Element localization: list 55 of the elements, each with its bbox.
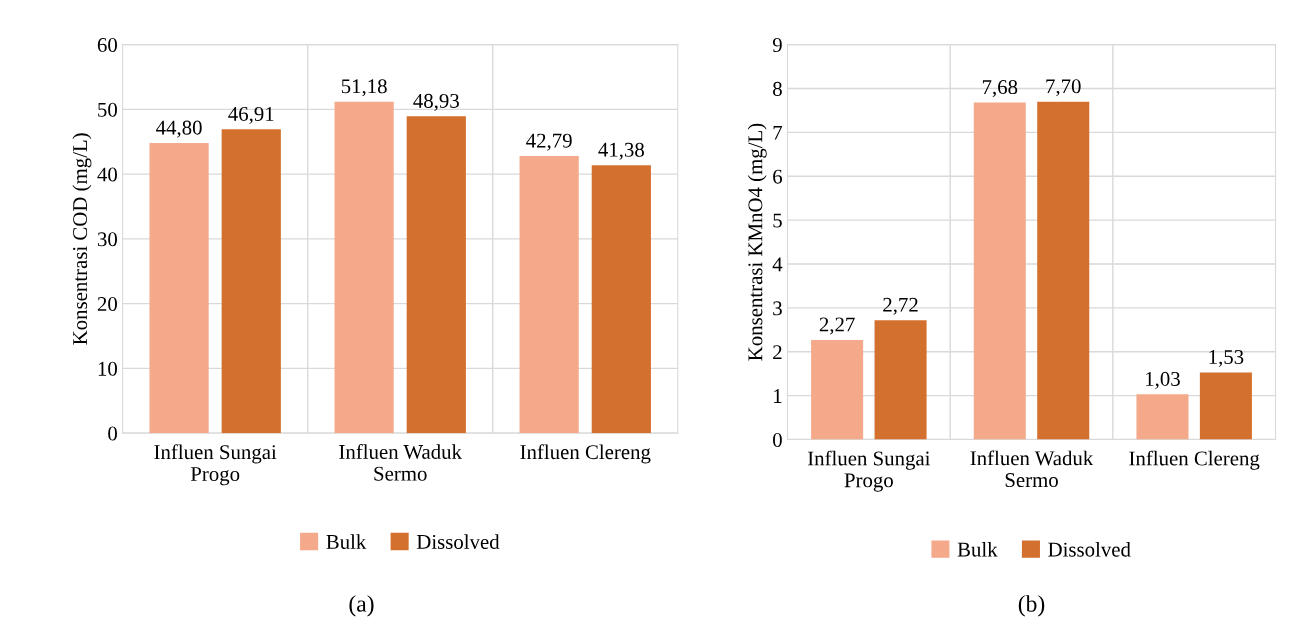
data-label: 2,27 <box>819 317 855 335</box>
y-axis-title: Konsentrasi COD (mg/L) <box>72 133 92 345</box>
data-label: 44,80 <box>156 120 202 138</box>
data-label: 1,03 <box>1146 371 1180 389</box>
legend-label: Bulk <box>957 541 998 557</box>
data-label: 1,53 <box>1209 349 1244 367</box>
y-tick-label: 4 <box>772 257 783 272</box>
y-tick-label: 9 <box>772 38 782 53</box>
x-tick-label: Influen Waduk Sermo <box>970 450 1094 488</box>
x-tick-label: Influen Sungai Progo <box>807 450 931 492</box>
text: (b) <box>1018 595 1045 617</box>
bar <box>149 143 209 434</box>
y-tick-label: 8 <box>773 81 782 96</box>
y-tick-label: 0 <box>773 432 782 447</box>
y-tick-label: 3 <box>773 301 782 316</box>
legend-label: Dissolved <box>1048 541 1131 557</box>
bar <box>406 116 466 434</box>
data-label: 51,18 <box>341 79 387 97</box>
y-tick-label: 10 <box>98 361 117 376</box>
y-tick-label: 60 <box>97 37 117 53</box>
bar <box>1136 394 1189 440</box>
data-label: 42,79 <box>526 133 572 151</box>
data-label: 48,93 <box>413 93 459 111</box>
legend-label: Dissolved <box>416 534 500 549</box>
x-tick-label: Influen Sungai Progo <box>154 444 277 486</box>
bar <box>811 339 864 440</box>
bar <box>973 102 1026 440</box>
x-tick-label: Influen Clereng <box>520 444 651 464</box>
bar <box>519 156 579 434</box>
y-tick-label: 0 <box>108 426 117 441</box>
data-label: 2,72 <box>883 297 918 315</box>
y-tick-label: 6 <box>773 169 783 184</box>
y-tick-label: 30 <box>97 232 117 247</box>
y-tick-label: 40 <box>97 167 117 182</box>
bar <box>874 320 927 440</box>
bar <box>221 129 281 434</box>
data-label: 7,70 <box>1046 79 1081 97</box>
bar <box>1199 372 1252 440</box>
data-label: 41,38 <box>598 142 644 160</box>
y-tick-label: 2 <box>773 345 782 359</box>
y-tick-label: 50 <box>98 102 117 117</box>
y-axis-title: Konsentrasi KMnO4 (mg/L) <box>747 123 767 361</box>
text: (a) <box>349 595 374 617</box>
bar <box>1037 101 1090 440</box>
y-tick-label: 5 <box>773 213 782 228</box>
x-tick-label: Influen Clereng <box>1129 450 1260 470</box>
y-tick-label: 20 <box>97 297 117 312</box>
legend-label: Bulk <box>326 534 367 549</box>
data-label: 46,91 <box>228 106 274 124</box>
y-tick-label: 1 <box>774 389 782 403</box>
y-tick-label: 7 <box>773 125 783 140</box>
data-label: 7,68 <box>982 80 1018 98</box>
bar <box>334 101 394 434</box>
bar <box>591 165 651 434</box>
x-tick-label: Influen Waduk Sermo <box>339 444 462 481</box>
